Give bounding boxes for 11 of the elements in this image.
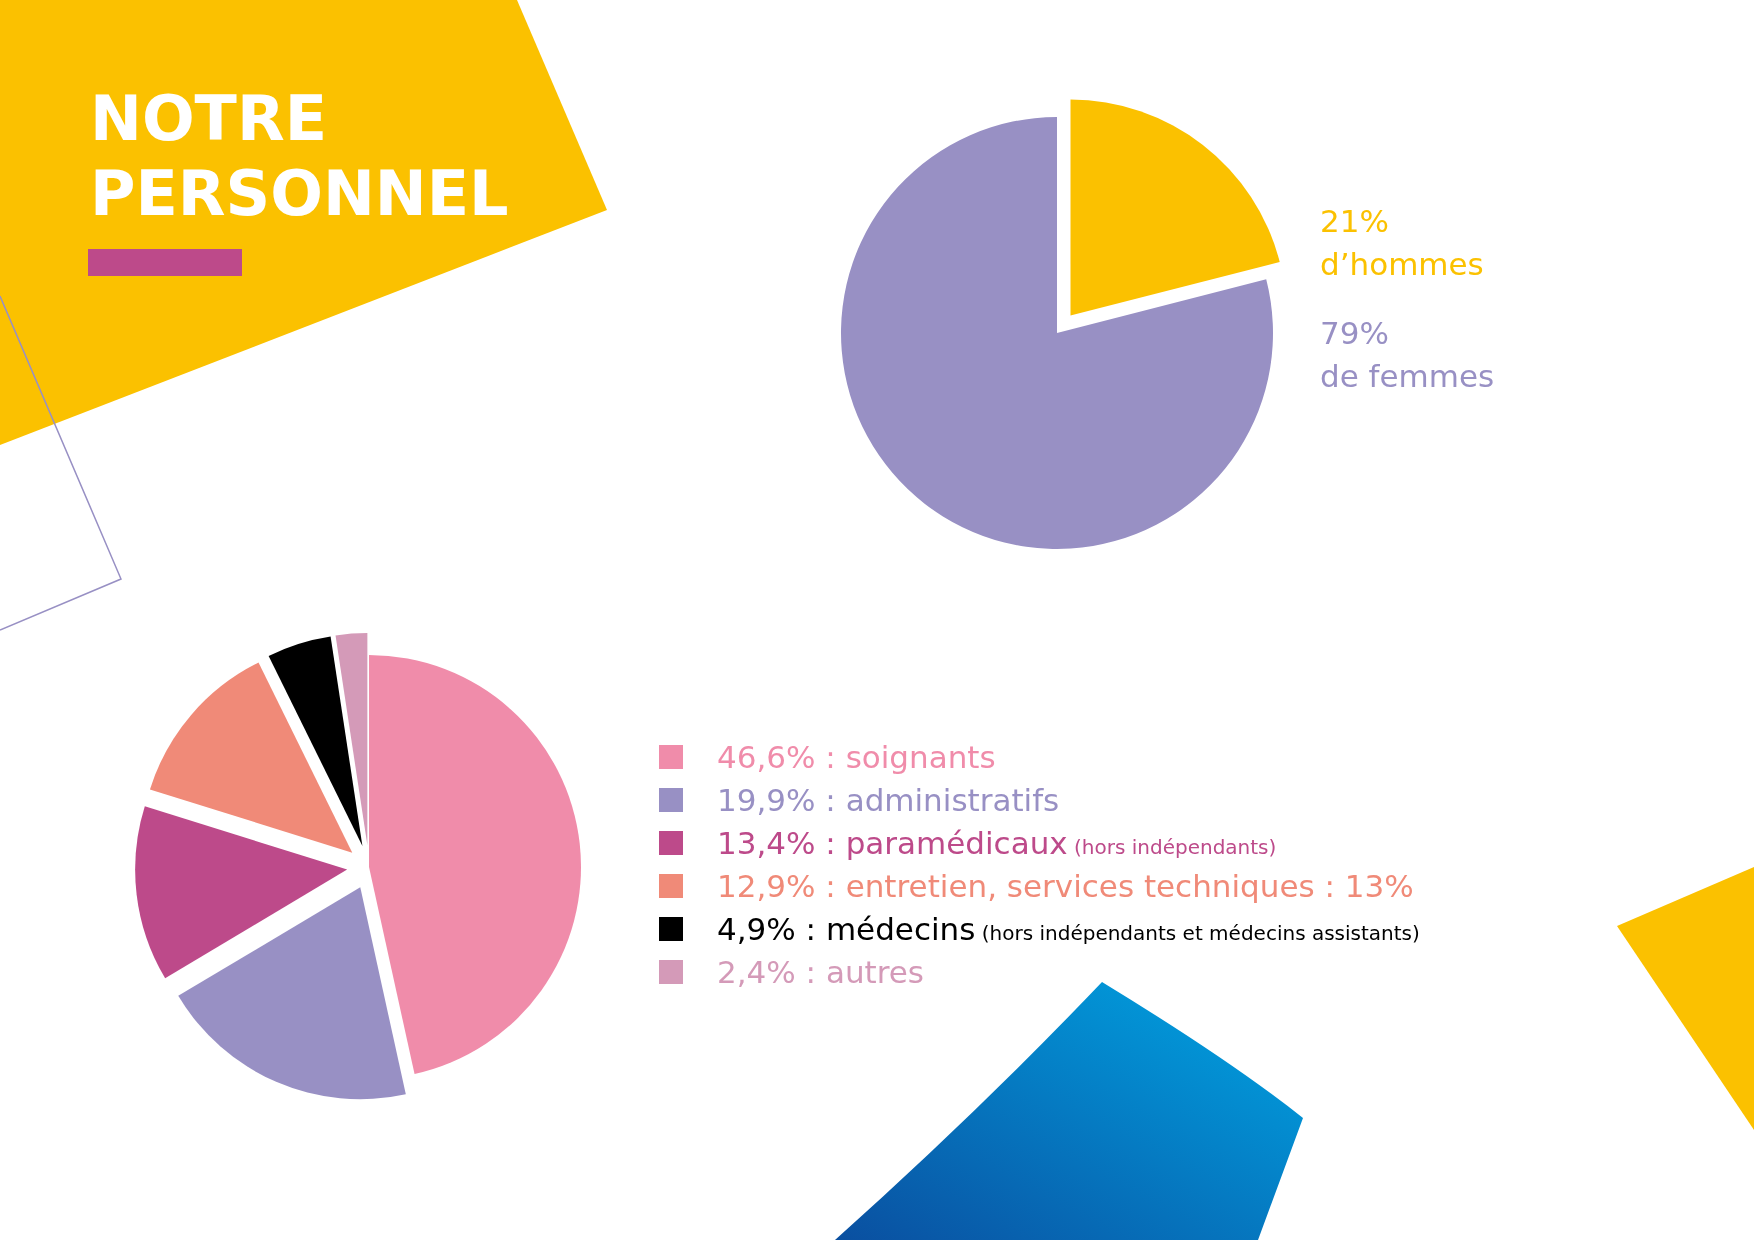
legend-label: 4,9% : médecins (hors indépendants et médecins assistants): [717, 911, 1420, 947]
legend-label: 12,9% : entretien, services techniques : 13%: [717, 868, 1414, 904]
slice-label: de femmes: [1320, 358, 1495, 394]
text: NOTRE PERSONNEL: [90, 82, 509, 230]
slice-label: d’hommes: [1320, 246, 1484, 282]
legend-label: 13,4% : paramédicaux (hors indépendants): [717, 825, 1277, 861]
legend-label: 19,9% : administratifs: [717, 782, 1060, 818]
legend-label: 2,4% : autres: [717, 954, 924, 990]
data-label: 79%: [1320, 315, 1389, 351]
legend-label: 46,6% : soignants: [717, 739, 996, 775]
data-label: 21%: [1320, 203, 1389, 239]
